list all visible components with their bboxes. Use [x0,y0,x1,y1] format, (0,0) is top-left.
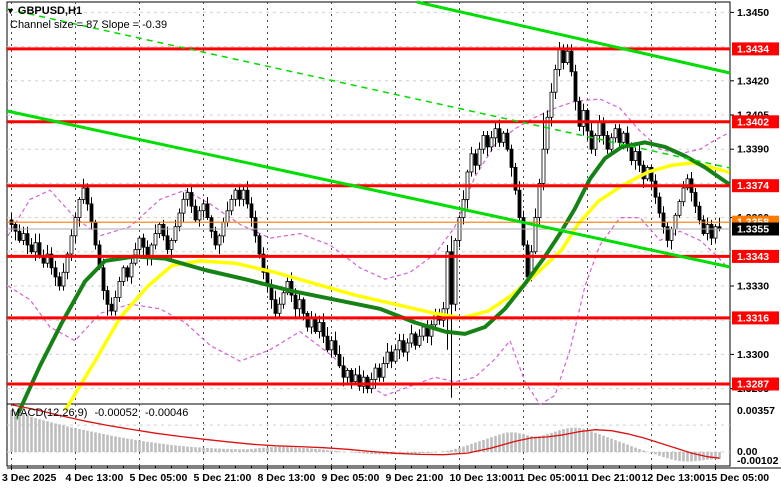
svg-text:1.3355: 1.3355 [737,224,769,236]
macd-signal-line [11,404,720,459]
svg-text:1.3374: 1.3374 [737,180,769,192]
price-tick-label: 1.3300 [737,349,769,361]
symbol-dropdown-icon[interactable]: ▼ [6,6,15,16]
svg-text:1.3402: 1.3402 [737,116,769,128]
macd-scale-top: 0.00357 [737,405,775,417]
pane-borders [6,1,781,469]
price-badge: 1.3343 [732,249,779,263]
price-tick-label: 1.3390 [737,144,769,156]
price-badge: 1.3355 [732,222,779,236]
macd-label: MACD(12,26,9) -0.00052 -0.00046 [11,407,192,420]
time-tick-label: 9 Dec 05:00 [322,472,380,484]
macd-signal-value: -0.00046 [144,407,189,419]
time-tick-label: 15 Dec 05:00 [706,472,770,484]
svg-text:1.3316: 1.3316 [737,312,769,324]
macd-scale-bottom: -0.00102 [737,455,779,467]
price-badge: 1.3287 [732,377,779,391]
price-axis[interactable]: 1.34501.34201.34051.33901.33601.33301.33… [730,7,779,395]
svg-text:1.3343: 1.3343 [737,251,769,263]
price-tick-label: 1.3450 [737,7,769,19]
symbol-label: GBPUSD,H1 [17,5,83,17]
level-lines[interactable] [7,47,730,386]
price-badge: 1.3316 [732,311,779,325]
time-tick-label: 5 Dec 05:00 [130,472,188,484]
time-tick-label: 5 Dec 21:00 [194,472,252,484]
symbol-header: ▼ GBPUSD,H1 [6,5,82,18]
time-tick-label: 9 Dec 21:00 [386,472,444,484]
time-tick-label: 11 Dec 21:00 [578,472,641,484]
price-badge: 1.3434 [732,42,779,56]
time-tick-label: 8 Dec 13:00 [258,472,316,484]
grid-horizontal [7,11,730,453]
macd-indicator-name: MACD(12,26,9) [11,407,88,419]
svg-text:1.3434: 1.3434 [737,43,769,55]
macd-main-value: -0.00052 [94,407,138,419]
grid-vertical [11,2,716,470]
channel-lines[interactable] [6,0,731,269]
price-badge: 1.3374 [732,179,779,193]
time-tick-label: 4 Dec 13:00 [66,472,124,484]
time-tick-label: 3 Dec 2025 [2,472,56,484]
svg-text:1.3287: 1.3287 [737,379,769,391]
price-tick-label: 1.3420 [737,75,769,87]
price-badge: 1.3402 [732,115,779,129]
macd-scale-zero: 0.00 [737,446,758,458]
time-axis[interactable]: 3 Dec 2025 4 Dec 13:00 5 Dec 05:00 5 Dec 21… [2,472,769,484]
macd-axis: 0.00357 0.00-0.00102 [737,405,779,467]
time-tick-label: 10 Dec 13:00 [450,472,514,484]
channel-annotation: Channel size = 87 Slope = -0.39 [10,19,168,31]
price-tick-label: 1.3330 [737,281,769,293]
time-tick-label: 11 Dec 05:00 [514,472,577,484]
time-tick-label: 12 Dec 13:00 [642,472,706,484]
